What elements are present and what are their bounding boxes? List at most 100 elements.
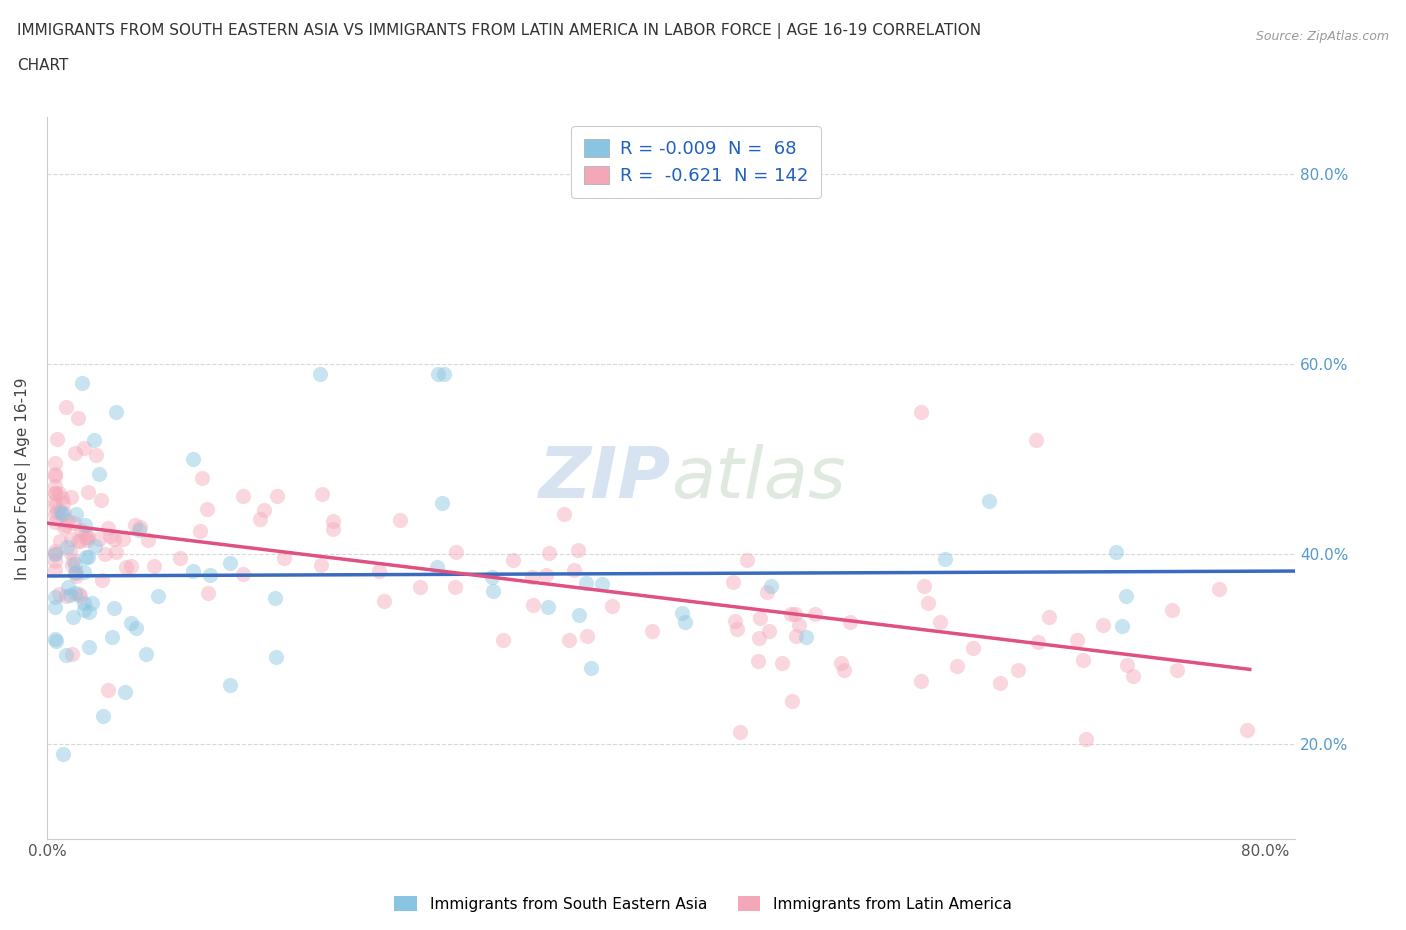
Point xyxy=(67,587,90,602)
Point xyxy=(1066,632,1088,647)
Point xyxy=(1091,618,1114,632)
Point xyxy=(52,747,75,762)
Point xyxy=(44,479,66,494)
Text: Source: ZipAtlas.com: Source: ZipAtlas.com xyxy=(1256,30,1389,43)
Point xyxy=(197,585,219,600)
Point xyxy=(1105,544,1128,559)
Point xyxy=(70,376,93,391)
Point xyxy=(125,620,148,635)
Point xyxy=(322,522,344,537)
Point xyxy=(368,564,391,578)
Point xyxy=(218,678,240,693)
Point xyxy=(98,529,121,544)
Point xyxy=(928,615,950,630)
Point xyxy=(120,558,142,573)
Legend: R = -0.009  N =  68, R =  -0.621  N = 142: R = -0.009 N = 68, R = -0.621 N = 142 xyxy=(571,126,821,197)
Point xyxy=(1161,602,1184,617)
Point xyxy=(787,618,810,632)
Point xyxy=(373,593,395,608)
Point xyxy=(82,595,104,610)
Point xyxy=(44,543,66,558)
Point xyxy=(136,532,159,547)
Point xyxy=(602,599,624,614)
Point xyxy=(591,577,613,591)
Point xyxy=(673,615,696,630)
Point xyxy=(946,658,969,673)
Point xyxy=(52,506,75,521)
Point xyxy=(44,466,66,481)
Point xyxy=(1115,589,1137,604)
Text: IMMIGRANTS FROM SOUTH EASTERN ASIA VS IMMIGRANTS FROM LATIN AMERICA IN LABOR FOR: IMMIGRANTS FROM SOUTH EASTERN ASIA VS IM… xyxy=(17,23,981,39)
Point xyxy=(48,486,70,501)
Point xyxy=(567,542,589,557)
Point xyxy=(232,566,254,581)
Point xyxy=(63,445,86,460)
Point xyxy=(264,591,287,605)
Text: CHART: CHART xyxy=(17,58,69,73)
Point xyxy=(721,574,744,589)
Point xyxy=(44,469,66,484)
Point xyxy=(53,520,76,535)
Point xyxy=(181,564,204,578)
Point xyxy=(77,550,100,565)
Point xyxy=(322,513,344,528)
Point xyxy=(135,646,157,661)
Point xyxy=(962,640,984,655)
Point xyxy=(60,558,83,573)
Legend: Immigrants from South Eastern Asia, Immigrants from Latin America: Immigrants from South Eastern Asia, Immi… xyxy=(388,889,1018,918)
Point xyxy=(1025,432,1047,447)
Point xyxy=(579,660,602,675)
Point xyxy=(977,494,1000,509)
Point xyxy=(87,467,110,482)
Point xyxy=(273,551,295,565)
Point xyxy=(90,493,112,508)
Point xyxy=(481,569,503,584)
Text: ZIP: ZIP xyxy=(538,444,671,512)
Point xyxy=(562,563,585,578)
Point xyxy=(75,530,97,545)
Point xyxy=(63,515,86,530)
Point xyxy=(44,506,66,521)
Point xyxy=(63,586,86,601)
Y-axis label: In Labor Force | Age 16-19: In Labor Force | Age 16-19 xyxy=(15,377,31,579)
Point xyxy=(75,517,97,532)
Point xyxy=(97,683,120,698)
Point xyxy=(84,538,107,553)
Point xyxy=(44,553,66,568)
Point xyxy=(48,586,70,601)
Point xyxy=(188,524,211,538)
Point xyxy=(69,588,91,603)
Point xyxy=(65,565,87,579)
Point xyxy=(55,647,77,662)
Point xyxy=(77,640,100,655)
Point xyxy=(67,534,90,549)
Point xyxy=(101,630,124,644)
Point xyxy=(195,501,218,516)
Point xyxy=(73,441,96,456)
Point xyxy=(128,523,150,538)
Point xyxy=(84,448,107,463)
Point xyxy=(502,552,524,567)
Point xyxy=(671,605,693,620)
Point xyxy=(427,366,450,381)
Point xyxy=(537,600,560,615)
Point xyxy=(90,573,112,588)
Point xyxy=(934,551,956,566)
Point xyxy=(759,578,782,593)
Point xyxy=(219,555,242,570)
Point xyxy=(52,496,75,511)
Point xyxy=(1236,723,1258,737)
Point xyxy=(62,552,84,567)
Point xyxy=(55,589,77,604)
Point xyxy=(522,598,544,613)
Point xyxy=(60,646,83,661)
Point xyxy=(44,498,66,513)
Point xyxy=(725,621,748,636)
Point xyxy=(55,539,77,554)
Point xyxy=(63,565,86,580)
Point xyxy=(67,410,90,425)
Point xyxy=(44,515,66,530)
Point xyxy=(112,532,135,547)
Point xyxy=(724,614,747,629)
Point xyxy=(839,615,862,630)
